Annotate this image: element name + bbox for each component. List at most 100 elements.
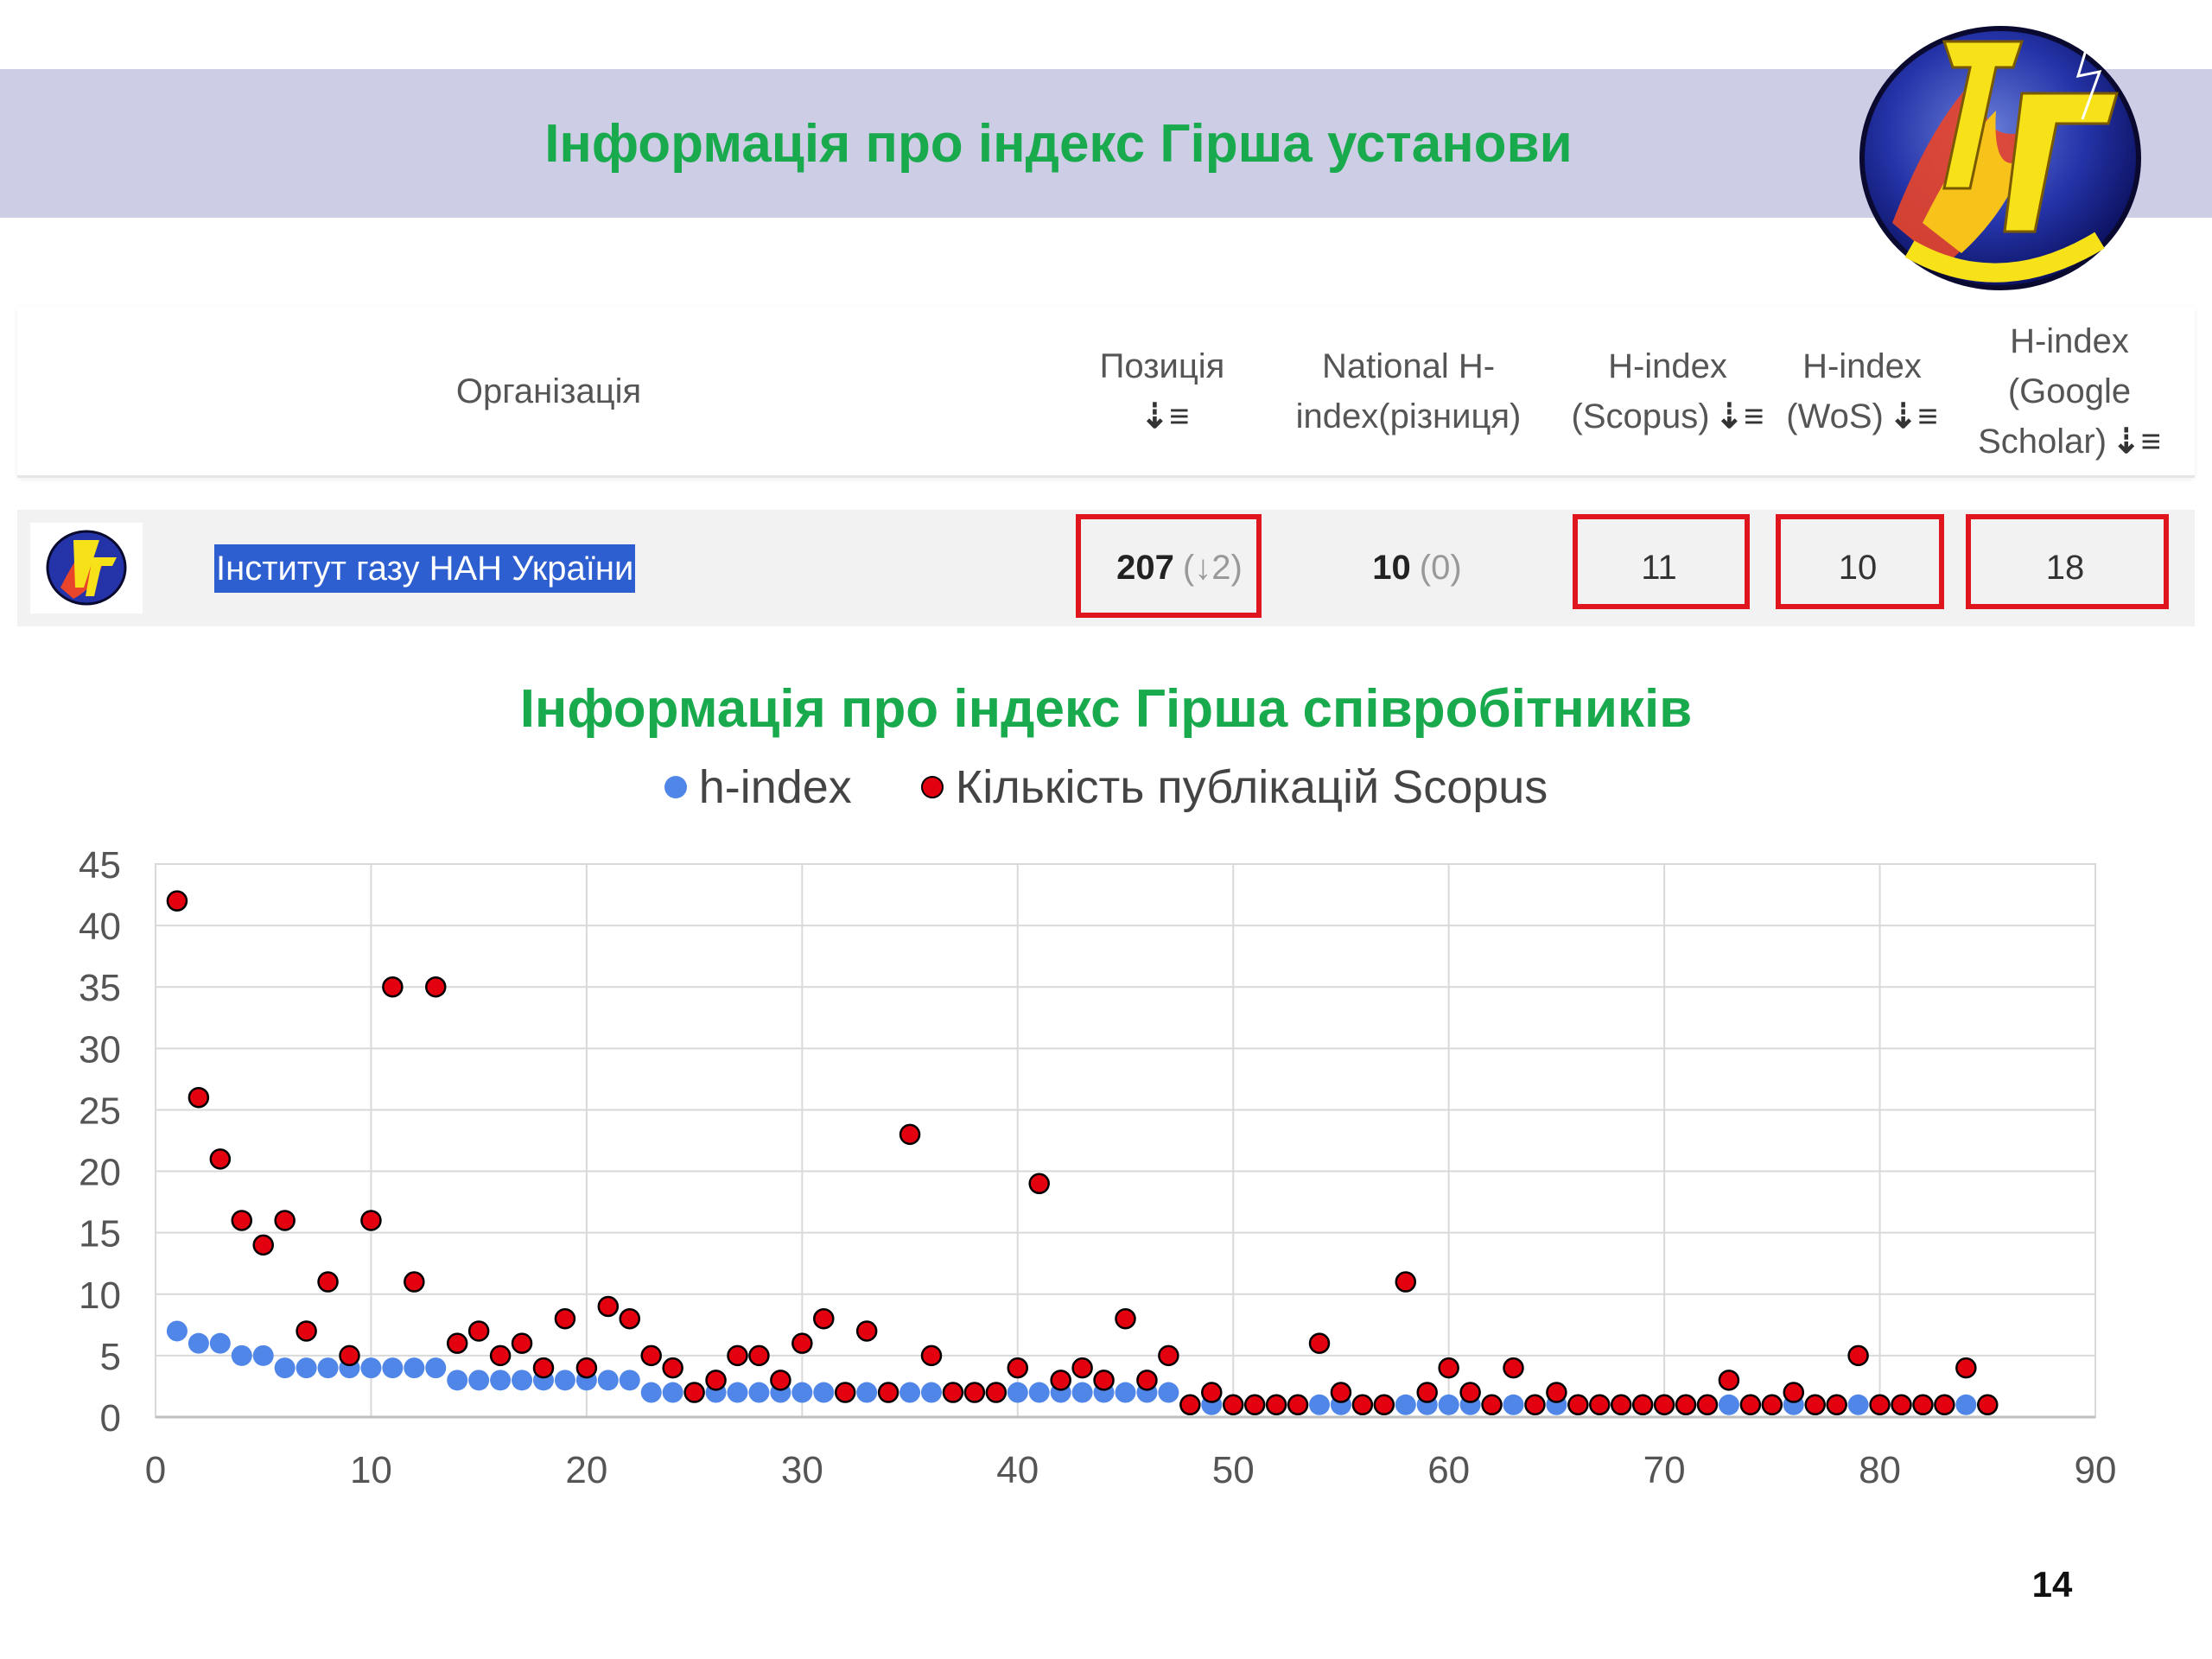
h-index-point — [727, 1382, 748, 1403]
y-tick-label: 20 — [79, 1152, 121, 1194]
scopus-publications-point — [791, 1332, 813, 1354]
scopus-publications-point — [597, 1295, 620, 1318]
h-index-point — [619, 1370, 640, 1391]
x-tick-label: 50 — [1212, 1449, 1255, 1491]
legend-item-h-index: h-index — [664, 760, 852, 814]
scopus-publications-point — [748, 1344, 770, 1367]
page-number: 14 — [2031, 1564, 2073, 1605]
scopus-publications-point — [404, 1271, 425, 1293]
y-tick-label: 25 — [79, 1090, 121, 1132]
scopus-publications-point — [1955, 1357, 1977, 1379]
h-index-point — [1158, 1382, 1179, 1403]
scopus-publications-point — [1631, 1394, 1654, 1416]
scopus-publications-point — [1912, 1394, 1934, 1416]
legend-marker-h-index — [664, 776, 687, 798]
scopus-publications-point — [446, 1332, 468, 1354]
x-tick-label: 20 — [565, 1449, 607, 1491]
scopus-publications-point — [1783, 1382, 1805, 1403]
highlight-box-wos — [1776, 514, 1944, 609]
scopus-publications-point — [813, 1307, 835, 1330]
scopus-publications-point — [317, 1271, 339, 1293]
scopus-publications-point — [489, 1344, 512, 1367]
highlight-box-google-scholar — [1966, 514, 2169, 609]
header-google-scholar[interactable]: H-index (Google Scholar) ⇣≡ — [1978, 321, 2161, 461]
h-index-point — [166, 1320, 188, 1342]
scopus-publications-point — [209, 1148, 232, 1170]
scopus-publications-point — [1136, 1370, 1158, 1391]
scopus-publications-point — [1416, 1382, 1438, 1403]
highlight-box-position — [1076, 514, 1262, 618]
h-index-point — [209, 1332, 231, 1354]
scopus-publications-point — [877, 1382, 899, 1403]
h-index-point — [188, 1332, 209, 1354]
scopus-publications-point — [1977, 1394, 1999, 1416]
scopus-publications-point — [1481, 1394, 1503, 1416]
legend-item-scopus: Кількість публікацій Scopus — [920, 760, 1548, 814]
scopus-publications-point — [1028, 1173, 1050, 1195]
scopus-publications-point — [1675, 1394, 1697, 1416]
cell-national-h-index: 10 (0) — [1372, 549, 1462, 587]
scopus-publications-point — [1589, 1394, 1611, 1416]
scopus-publications-point — [1222, 1394, 1244, 1416]
scopus-publications-point — [1869, 1394, 1891, 1416]
scopus-publications-point — [985, 1382, 1007, 1403]
sort-icon[interactable]: ⇣≡ — [2112, 422, 2161, 461]
h-index-point — [899, 1382, 921, 1403]
h-index-point — [425, 1357, 447, 1379]
sort-desc-icon[interactable]: ⇣≡ — [1140, 397, 1190, 435]
y-tick-label: 15 — [79, 1213, 121, 1255]
h-index-point — [554, 1370, 575, 1391]
table-row[interactable]: Інститут газу НАН України 207 (↓2) 10 (0) … — [17, 510, 2195, 626]
scopus-publications-point — [1438, 1357, 1459, 1379]
h-index-point — [231, 1344, 252, 1366]
x-tick-label: 90 — [2075, 1449, 2117, 1491]
h-index-point — [360, 1357, 382, 1379]
scopus-publications-point — [1330, 1382, 1352, 1403]
scopus-publications-point — [1934, 1394, 1955, 1416]
scopus-publications-point — [252, 1234, 274, 1256]
y-tick-label: 35 — [79, 967, 121, 1009]
x-tick-label: 30 — [781, 1449, 823, 1491]
legend-marker-scopus — [920, 776, 944, 798]
header-scopus[interactable]: H-index (Scopus) ⇣≡ — [1571, 346, 1764, 435]
highlight-box-scopus — [1573, 514, 1750, 609]
scopus-publications-point — [1395, 1271, 1417, 1293]
table-header: Організація Позиція ⇣≡ National H- index… — [17, 307, 2195, 478]
x-tick-label: 10 — [350, 1449, 392, 1491]
org-name-link[interactable]: Інститут газу НАН України — [214, 544, 636, 593]
h-index-point — [1847, 1394, 1869, 1415]
scopus-publications-point — [1696, 1394, 1719, 1416]
chart-title: Інформація про індекс Гірша співробітник… — [519, 679, 1693, 739]
scopus-publications-point — [770, 1370, 791, 1391]
chart-legend: h-index Кількість публікацій Scopus — [0, 760, 2212, 814]
h-index-point — [1115, 1382, 1136, 1403]
x-tick-label: 80 — [1859, 1449, 1901, 1491]
h-index-point — [1718, 1394, 1739, 1415]
scopus-publications-point — [296, 1320, 317, 1342]
h-index-point — [791, 1382, 813, 1403]
scopus-publications-point — [1826, 1394, 1847, 1416]
sort-icon[interactable]: ⇣≡ — [1888, 397, 1938, 435]
h-index-point — [382, 1357, 404, 1379]
slide-title: Інформація про індекс Гірша установи — [544, 113, 1573, 174]
scopus-publications-point — [511, 1332, 533, 1354]
sort-icon[interactable]: ⇣≡ — [1714, 397, 1764, 435]
y-tick-label: 0 — [100, 1397, 121, 1440]
h-index-point — [1503, 1394, 1524, 1415]
h-index-point — [468, 1370, 490, 1391]
scopus-publications-point — [1201, 1382, 1223, 1403]
h-index-point — [1309, 1394, 1330, 1415]
scopus-publications-point — [1308, 1332, 1331, 1354]
h-index-point — [490, 1370, 512, 1391]
scopus-publications-point — [1739, 1394, 1762, 1416]
header-wos[interactable]: H-index (WoS) ⇣≡ — [1786, 346, 1938, 435]
scopus-publications-point — [834, 1382, 856, 1403]
scopus-publications-point — [467, 1320, 490, 1342]
scopus-publications-point — [1459, 1382, 1481, 1403]
header-organization[interactable]: Організація — [455, 372, 642, 410]
plot-area — [155, 863, 2096, 1418]
header-national-h-index[interactable]: National H- index(різниця) — [1295, 346, 1522, 435]
h-index-point — [317, 1357, 339, 1379]
x-tick-label: 60 — [1427, 1449, 1470, 1491]
header-position[interactable]: Позиція ⇣≡ — [1089, 307, 1236, 475]
